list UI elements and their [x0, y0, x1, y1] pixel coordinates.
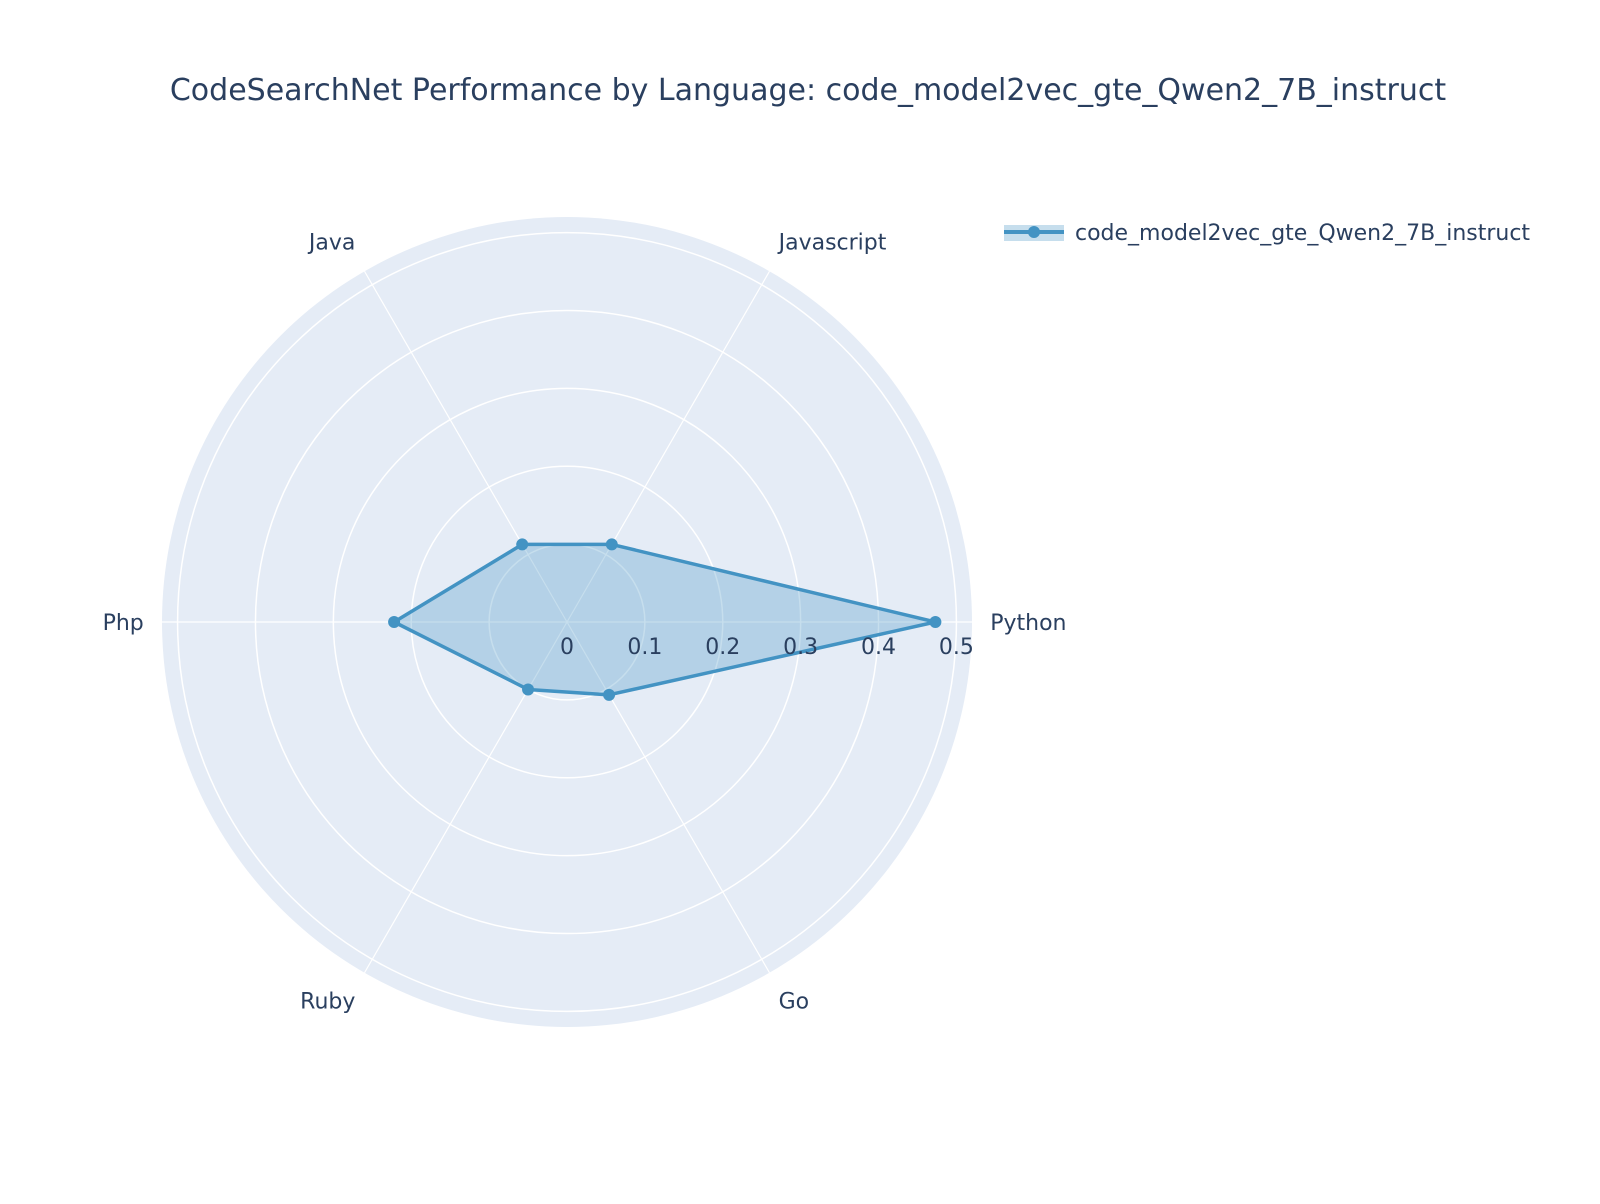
spoke-javascript: [566, 270, 771, 623]
category-label-java: Java: [307, 230, 355, 255]
radial-tick-label: 0: [560, 635, 574, 660]
data-point-javascript[interactable]: [605, 538, 618, 551]
radial-tick-label: 0.4: [861, 635, 896, 660]
category-label-go: Go: [779, 990, 810, 1015]
category-labels: Python Javascript Java Php Ruby Go: [103, 230, 1067, 1014]
data-point-ruby[interactable]: [522, 683, 535, 696]
angular-grid: [162, 270, 972, 974]
legend[interactable]: code_model2vec_gte_Qwen2_7B_instruct: [1004, 221, 1530, 246]
spoke-java: [363, 270, 568, 623]
data-point-php[interactable]: [388, 616, 401, 628]
spoke-ruby: [363, 621, 568, 974]
series-layer: [388, 538, 942, 701]
chart-title: CodeSearchNet Performance by Language: c…: [170, 73, 1447, 108]
data-point-go[interactable]: [603, 688, 616, 701]
category-label-php: Php: [103, 611, 144, 636]
radial-tick-label: 0.3: [783, 635, 818, 660]
legend-label: code_model2vec_gte_Qwen2_7B_instruct: [1075, 221, 1530, 246]
category-label-javascript: Javascript: [777, 230, 887, 255]
data-point-python[interactable]: [929, 616, 942, 628]
data-point-java[interactable]: [516, 538, 529, 551]
category-label-ruby: Ruby: [300, 990, 355, 1015]
radial-tick-labels: 0 0.1 0.2 0.3 0.4 0.5: [560, 635, 974, 660]
category-label-python: Python: [990, 611, 1066, 636]
radial-tick-label: 0.1: [627, 635, 662, 660]
spoke-go: [566, 621, 771, 974]
radial-tick-label: 0.2: [705, 635, 740, 660]
radial-tick-label: 0.5: [939, 635, 974, 660]
legend-swatch-marker: [1028, 226, 1040, 238]
